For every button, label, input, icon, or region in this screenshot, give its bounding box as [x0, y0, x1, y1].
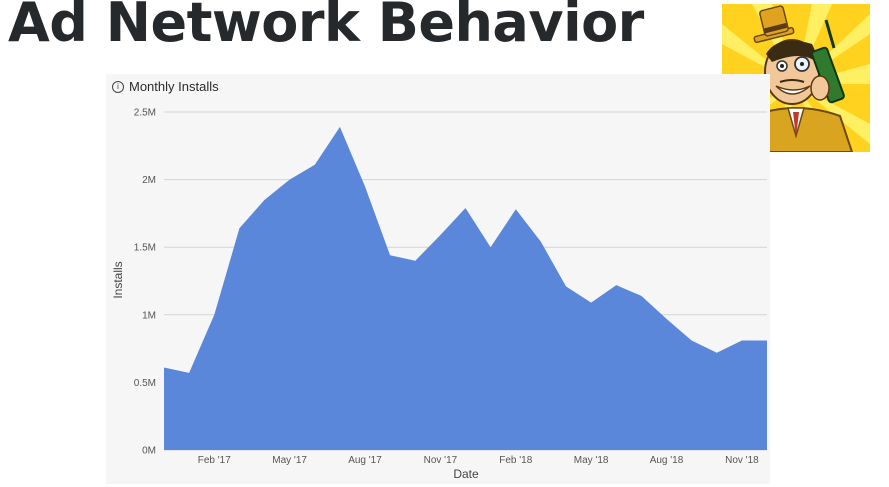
chart-header: i Monthly Installs: [112, 79, 219, 94]
x-tick-label: May '18: [574, 455, 609, 466]
installs-area-series[interactable]: [164, 126, 767, 451]
y-tick-label: 0M: [142, 446, 156, 457]
x-tick-label: Nov '17: [424, 455, 458, 466]
y-tick-label: 2M: [142, 175, 156, 186]
chart-title: Monthly Installs: [129, 79, 219, 94]
y-tick-label: 2.5M: [134, 108, 156, 119]
x-tick-label: Nov '18: [725, 455, 759, 466]
y-tick-label: 0.5M: [134, 378, 156, 389]
x-tick-label: Aug '17: [348, 455, 382, 466]
x-tick-label: May '17: [272, 455, 307, 466]
y-tick-label: 1M: [142, 310, 156, 321]
area-chart: 0M 0.5M 1M 1.5M 2M 2.5M Feb '17 May '17 Aug '17 N…: [111, 108, 767, 481]
x-tick-label: Feb '17: [198, 455, 231, 466]
x-tick-label: Aug '18: [650, 455, 684, 466]
info-icon[interactable]: i: [112, 80, 124, 93]
x-tick-label: Feb '18: [499, 455, 532, 466]
x-axis-title: Date: [453, 467, 479, 481]
y-tick-label: 1.5M: [134, 243, 156, 254]
slide-title: Ad Network Behavior: [8, 0, 644, 54]
chart-panel: 0M 0.5M 1M 1.5M 2M 2.5M Feb '17 May '17 Aug '17 N…: [106, 74, 770, 484]
y-axis-title: Installs: [111, 261, 125, 298]
